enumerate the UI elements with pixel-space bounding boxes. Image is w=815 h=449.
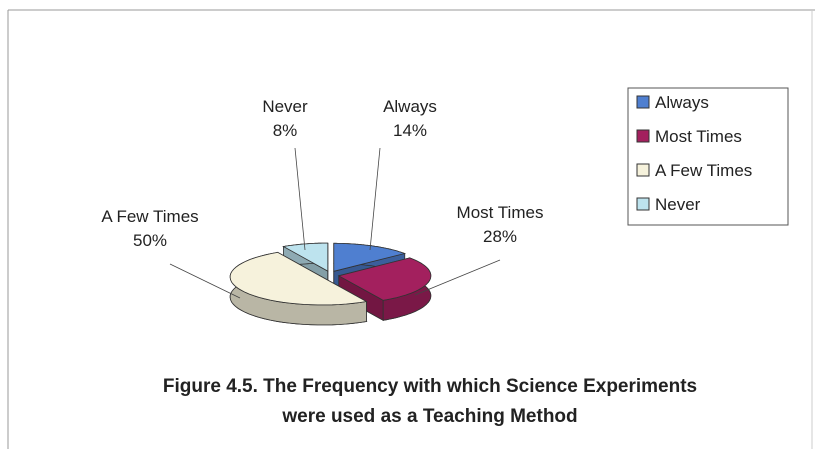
leader-line	[294, 147, 306, 251]
legend-box	[627, 87, 789, 226]
slice	[229, 251, 368, 306]
chart-title: Figure 4.5. The Frequency with which Sci…	[162, 376, 698, 427]
legend-label: Always	[655, 93, 709, 112]
data-label-name: Always	[383, 97, 437, 116]
data-label-value: 8%	[273, 121, 298, 140]
leader-line	[169, 263, 241, 299]
slice	[337, 257, 432, 301]
leader-line	[414, 259, 501, 296]
slice	[333, 242, 407, 272]
legend-swatch	[636, 129, 650, 143]
legend-label: A Few Times	[655, 161, 752, 180]
legend-label: Never	[655, 195, 701, 214]
slice	[282, 242, 329, 272]
data-label-name: Never	[262, 97, 308, 116]
legend-swatch	[636, 197, 650, 211]
data-label-value: 50%	[133, 231, 167, 250]
legend-label: Most Times	[655, 127, 742, 146]
data-label-value: 14%	[393, 121, 427, 140]
leader-line	[369, 147, 381, 251]
legend-swatch	[636, 163, 650, 177]
pie	[229, 242, 432, 326]
data-label-value: 28%	[483, 227, 517, 246]
data-label-name: A Few Times	[101, 207, 198, 226]
data-label-name: Most Times	[457, 203, 544, 222]
legend-swatch	[636, 95, 650, 109]
